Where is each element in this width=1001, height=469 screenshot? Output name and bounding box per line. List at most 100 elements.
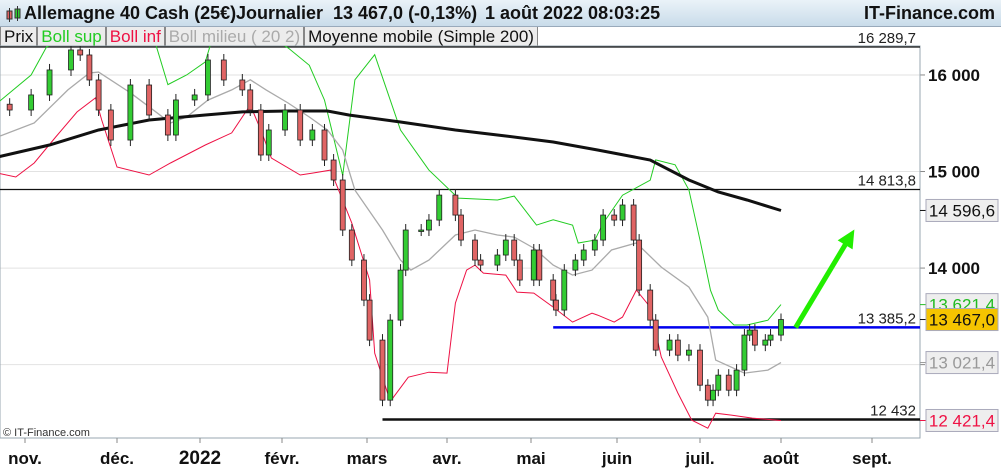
candle — [330, 159, 337, 181]
candle — [146, 84, 153, 116]
candle — [239, 79, 246, 91]
candle — [686, 349, 692, 356]
candle — [666, 339, 673, 351]
candle — [95, 79, 102, 111]
candle — [436, 194, 443, 221]
candle — [636, 239, 643, 291]
trend-arrow-head — [837, 229, 855, 250]
candle — [68, 49, 74, 71]
candle — [778, 319, 784, 336]
candle — [647, 289, 654, 321]
candle — [127, 84, 134, 141]
candle — [725, 374, 732, 391]
candle — [348, 229, 355, 261]
plot-border — [0, 45, 921, 439]
candle — [247, 89, 254, 111]
candle — [297, 109, 304, 141]
candle — [611, 214, 618, 221]
candle — [619, 204, 626, 221]
brand: IT-Finance.com — [863, 3, 995, 23]
candle — [339, 179, 346, 231]
candle — [600, 214, 607, 241]
x-tick-label: sept. — [852, 449, 892, 468]
candle — [494, 254, 501, 266]
candle — [321, 129, 328, 161]
candle — [697, 349, 703, 386]
period: Journalier — [236, 3, 324, 23]
series-boll-sup — [0, 46, 782, 326]
candle — [77, 49, 84, 56]
candle — [502, 239, 509, 256]
candle — [426, 219, 432, 231]
level-label: 12 432 — [870, 402, 916, 419]
price-tag — [925, 198, 999, 222]
candle — [652, 319, 659, 351]
candle — [553, 299, 559, 311]
candle — [746, 329, 753, 336]
price-tag — [925, 351, 999, 375]
candle — [46, 69, 53, 96]
datetime: 1 août 2022 08:03:25 — [485, 3, 661, 23]
candle — [205, 59, 211, 96]
candle — [366, 299, 373, 341]
x-tick-label: mars — [347, 449, 388, 468]
candle — [630, 204, 637, 241]
candle — [220, 59, 227, 81]
candle — [751, 329, 758, 346]
candle — [257, 109, 264, 156]
candle — [397, 269, 404, 321]
chart-header: Allemagne 40 Cash (25€) Journalier 13 46… — [0, 0, 1001, 27]
candle — [511, 239, 518, 261]
legend: Prix Boll sup Boll inf Boll milieu ( 20 … — [0, 27, 538, 47]
candle — [516, 259, 523, 281]
y-tick-label: 14 000 — [928, 259, 980, 278]
x-tick-label: juin — [601, 449, 632, 468]
price-tag-label: 13 021,4 — [929, 354, 995, 373]
legend-prix[interactable]: Prix — [0, 27, 38, 47]
candle — [379, 339, 386, 401]
candle — [550, 279, 557, 301]
candle — [674, 339, 681, 356]
last-price: 13 467,0 (-0,13%) — [333, 3, 478, 23]
x-tick-label: févr. — [265, 449, 300, 468]
candle — [173, 99, 179, 136]
candle — [715, 374, 722, 391]
candle — [402, 229, 409, 271]
legend-boll-sup[interactable]: Boll sup — [37, 27, 106, 47]
x-tick-label: avr. — [432, 449, 461, 468]
candle — [107, 109, 114, 141]
price-tag — [925, 408, 999, 432]
y-tick-label: 16 000 — [928, 66, 980, 85]
candle — [309, 129, 316, 141]
x-tick-label: août — [763, 449, 799, 468]
candle — [767, 334, 774, 341]
candle — [86, 54, 93, 81]
x-tick-label: mai — [516, 449, 545, 468]
x-tick-label: déc. — [100, 449, 134, 468]
trend-arrow-shaft — [793, 240, 850, 329]
x-tick-label: 2022 — [179, 448, 221, 469]
series-boll-milieu-20-2- — [0, 71, 782, 374]
candle — [387, 319, 394, 401]
legend-boll-milieu[interactable]: Boll milieu ( 20 2) — [164, 27, 305, 47]
candle — [28, 94, 35, 111]
x-tick-label: nov. — [8, 449, 42, 468]
instrument-title: Allemagne 40 Cash (25€) — [24, 3, 237, 23]
candle — [591, 239, 598, 251]
candle — [265, 129, 272, 156]
price-tag-label: 13 467,0 — [929, 311, 995, 330]
level-label: 16 289,7 — [858, 30, 916, 47]
legend-boll-inf[interactable]: Boll inf — [105, 27, 165, 47]
candle — [710, 389, 716, 401]
candle — [472, 239, 478, 261]
plot-area — [0, 46, 920, 429]
level-label: 14 813,8 — [858, 172, 916, 189]
candle — [530, 249, 537, 281]
y-tick-label: 15 000 — [928, 163, 980, 182]
price-tag — [925, 308, 999, 332]
candle — [458, 214, 464, 241]
candle — [477, 259, 484, 266]
candle — [741, 334, 748, 371]
candle — [733, 369, 740, 391]
candle — [561, 269, 568, 311]
